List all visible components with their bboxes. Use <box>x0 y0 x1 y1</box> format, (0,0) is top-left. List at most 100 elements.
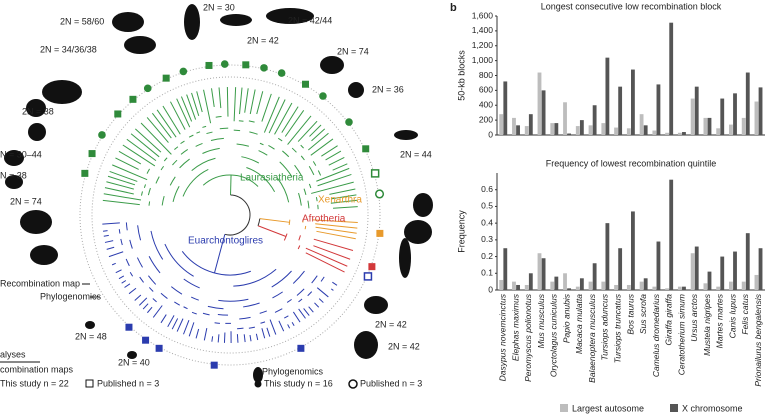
sample-marker <box>319 92 327 100</box>
animal-silhouette <box>266 8 314 24</box>
bar <box>694 86 699 135</box>
tree-branch <box>315 223 358 229</box>
tree-branch <box>196 91 203 113</box>
tree-branch <box>321 145 338 157</box>
sample-marker <box>370 169 380 178</box>
track-label: Phylogenomics <box>40 291 102 301</box>
tree-branch <box>238 120 244 122</box>
bar <box>733 251 737 290</box>
tree-branch <box>148 275 157 285</box>
bar <box>643 125 648 135</box>
bar <box>614 284 618 290</box>
bar <box>588 281 593 290</box>
tree-branch <box>300 144 304 149</box>
bar <box>677 132 682 135</box>
recombination-charts: b Longest consecutive low recombination … <box>450 1 765 413</box>
bar <box>618 86 623 135</box>
bar <box>550 281 555 290</box>
tree-branch <box>180 96 193 122</box>
tree-branch <box>191 92 200 117</box>
x-tick-label: Ceratotherium simum <box>676 294 686 375</box>
tree-branch <box>330 194 357 200</box>
bar <box>554 276 559 290</box>
x-tick-label: Canis lupus <box>727 293 737 338</box>
tree-branch <box>102 222 120 225</box>
sample-marker <box>220 60 229 68</box>
tree-branch <box>169 101 186 130</box>
bar <box>626 128 631 135</box>
x-tick-label: Mus musculus <box>536 293 546 348</box>
y-tick-label: 400 <box>479 100 493 110</box>
y-tick-label: 0.3 <box>481 234 493 244</box>
tree-branch <box>312 219 358 224</box>
tree-branch <box>146 168 151 174</box>
tree-branch <box>237 327 244 330</box>
tree-branch <box>318 298 324 303</box>
tree-branch <box>174 301 180 306</box>
legend-swatch <box>348 379 358 389</box>
y-tick-label: 0.4 <box>481 217 493 227</box>
x-tick-label: Camelus dromedarius <box>651 293 661 377</box>
tree-branch <box>202 125 207 128</box>
tree-branch <box>172 159 178 166</box>
karyotype-label: N = 38 <box>0 170 27 180</box>
tree-branch <box>236 334 239 343</box>
tree-branch <box>332 163 348 171</box>
bar <box>512 117 516 135</box>
tree-branch <box>176 318 184 332</box>
sample-marker <box>210 361 218 369</box>
sample-marker <box>162 74 170 82</box>
sample-marker <box>362 145 370 153</box>
tree-branch <box>179 158 190 169</box>
tree-branch <box>217 334 220 343</box>
tree-branch <box>311 181 354 194</box>
tree-branch <box>249 334 252 342</box>
bar <box>690 98 695 135</box>
bar <box>720 256 725 290</box>
karyotype-label: N = 30–44 <box>0 149 42 159</box>
bar <box>690 253 695 290</box>
tree-branch <box>272 291 283 299</box>
tree-branch <box>202 312 210 316</box>
sample-marker <box>125 323 133 331</box>
tree-branch <box>174 146 179 150</box>
tree-branch <box>156 109 177 138</box>
tree-branch <box>255 333 259 341</box>
tree-branch <box>239 87 243 115</box>
tree-branch <box>311 128 326 142</box>
bar <box>554 123 559 135</box>
bar <box>694 246 699 290</box>
tree-branch <box>333 206 358 209</box>
tree-branch <box>257 218 261 226</box>
tree-branch <box>134 294 142 301</box>
tree-branch <box>315 226 357 234</box>
tree-branch <box>213 234 226 274</box>
tree-branch <box>195 142 203 147</box>
tree-branch <box>104 187 134 195</box>
sample-marker <box>363 272 373 281</box>
tree-branch <box>307 200 310 209</box>
bar <box>729 281 733 290</box>
tree-branch <box>210 137 224 142</box>
chart-title: Frequency of lowest recombination quinti… <box>546 158 717 168</box>
tree-branch <box>274 308 283 313</box>
tree-branch <box>218 87 222 109</box>
tree-branch <box>271 270 292 288</box>
y-tick-label: 1,200 <box>472 40 494 50</box>
karyotype-label: 2N = 38 <box>22 106 54 116</box>
tree-branch <box>203 328 208 341</box>
tree-branch <box>316 230 356 240</box>
tree-branch <box>106 181 134 190</box>
bar <box>729 124 733 135</box>
tree-branch <box>126 138 157 162</box>
tree-branch <box>103 234 109 237</box>
tree-branch <box>183 320 190 335</box>
tree-branch <box>163 157 168 162</box>
guide-ring <box>91 76 369 354</box>
clade-label: Afrotheria <box>302 214 346 225</box>
bar <box>703 117 708 135</box>
tree-branch <box>152 305 163 318</box>
tree-branch <box>112 164 148 181</box>
tree-branch <box>121 280 127 284</box>
tree-branch <box>284 110 305 137</box>
